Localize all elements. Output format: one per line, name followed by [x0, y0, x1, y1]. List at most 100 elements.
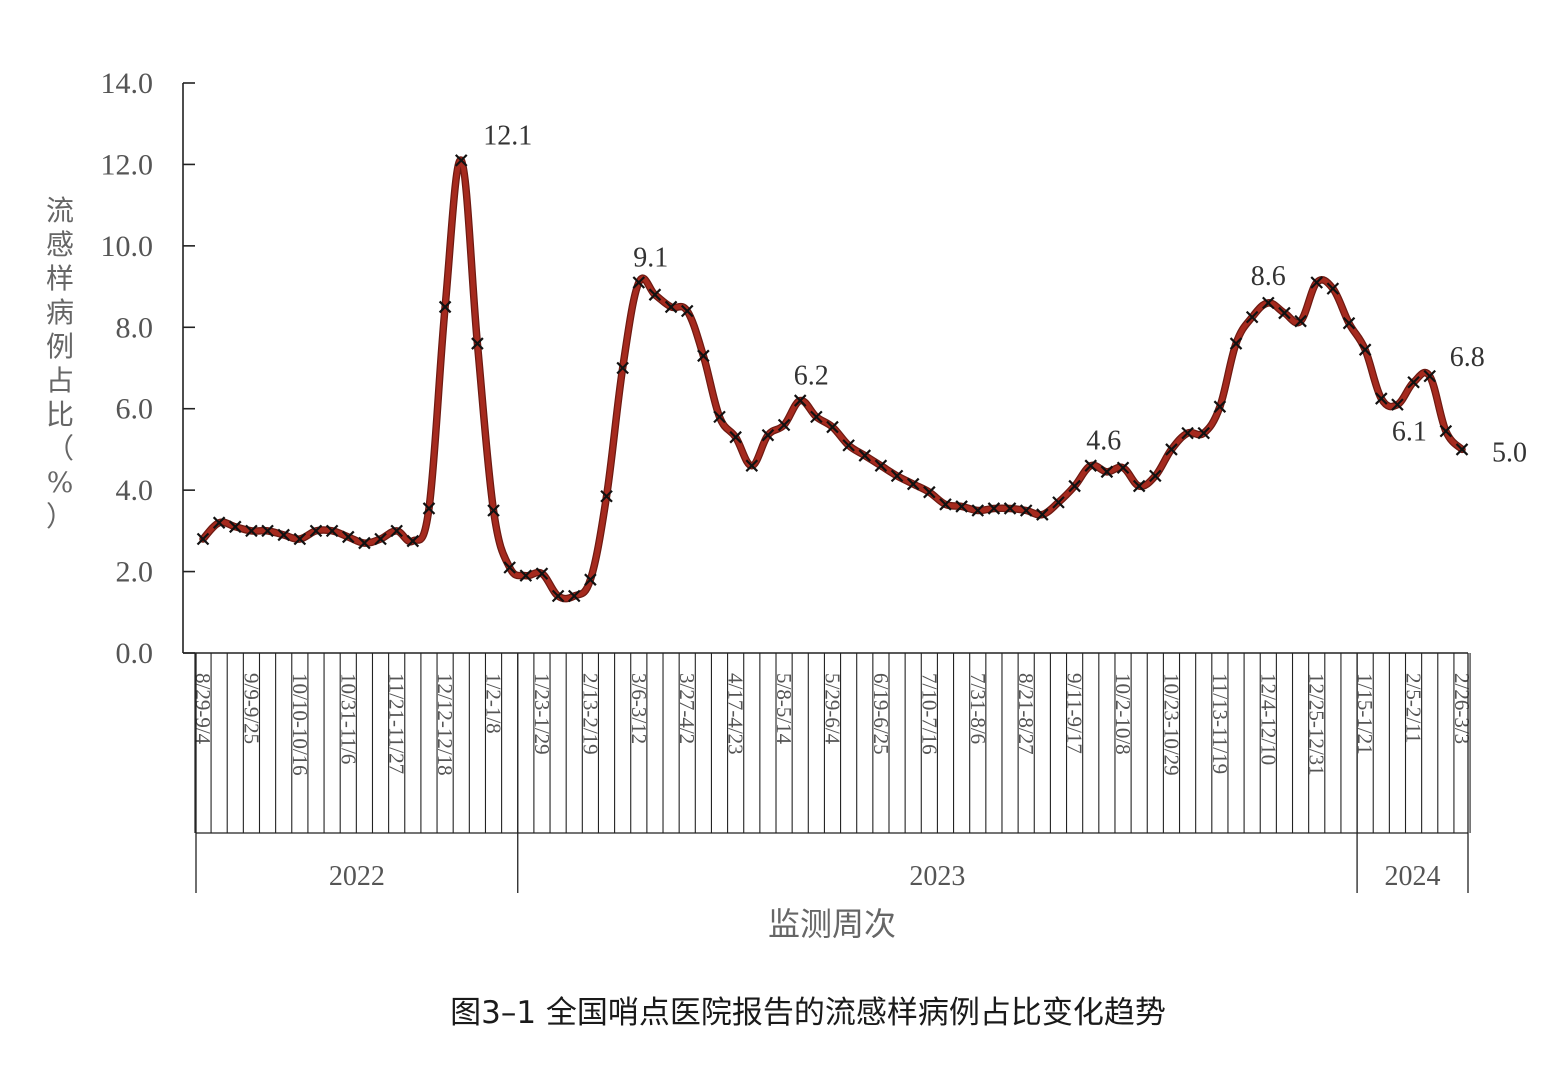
marker-stroke — [810, 410, 823, 424]
marker-stroke — [616, 361, 629, 375]
y-tick-label: 14.0 — [101, 67, 154, 100]
data-point — [987, 502, 1001, 515]
x-tick-label: 10/2-10/8 — [1111, 673, 1135, 755]
data-point — [212, 516, 226, 529]
marker-stroke — [1019, 504, 1033, 517]
data-point — [923, 485, 936, 499]
marker-stroke — [1262, 296, 1275, 310]
x-axis: 8/29-9/4 9/9-9/25 10/10-10/16 10/31-11/6 11/… — [183, 652, 1474, 893]
y-axis-label-char: 例 — [46, 330, 74, 363]
data-point — [1036, 508, 1049, 521]
data-point — [438, 300, 452, 314]
marker-stroke — [1245, 310, 1259, 324]
marker-stroke — [212, 516, 226, 529]
data-label: 6.1 — [1392, 417, 1427, 448]
marker-stroke — [1342, 316, 1356, 330]
data-point — [519, 569, 533, 582]
marker-stroke — [600, 489, 613, 503]
data-point — [1294, 314, 1307, 328]
x-tick-label: 10/10-10/16 — [288, 673, 312, 776]
marker-stroke — [648, 288, 662, 301]
marker-stroke — [971, 504, 985, 517]
marker-stroke — [680, 304, 694, 318]
data-point — [245, 524, 258, 538]
data-point — [1197, 426, 1211, 440]
x-tick-label: 11/21-11/27 — [385, 673, 409, 774]
data-point — [906, 477, 920, 491]
marker-stroke — [325, 524, 339, 538]
data-labels: 12.1 9.1 6.2 4.6 8.6 6.1 6.8 5.0 — [483, 120, 1527, 468]
marker-stroke — [1294, 314, 1307, 328]
marker-stroke — [1003, 502, 1017, 515]
data-point — [1052, 496, 1065, 509]
marker-stroke — [1229, 337, 1243, 350]
marker-stroke — [245, 524, 258, 538]
y-axis-label-char: ） — [46, 500, 74, 533]
marker-stroke — [1181, 426, 1194, 440]
x-tick-label: 2/26-3/3 — [1450, 673, 1474, 744]
x-tick-label: 12/12-12/18 — [433, 673, 457, 776]
x-tick-label: 1/23-1/29 — [530, 673, 554, 755]
marker-stroke — [406, 534, 420, 548]
x-tick-label: 3/6-3/12 — [627, 673, 651, 744]
data-point — [939, 498, 952, 511]
data-point — [1245, 310, 1259, 324]
x-tick-label: 5/29-6/4 — [821, 673, 845, 745]
marker-stroke — [826, 420, 839, 434]
year-label-2024: 2024 — [1385, 861, 1441, 892]
data-label: 6.2 — [794, 361, 829, 392]
data-point — [1326, 282, 1340, 295]
figure-caption: 图3–1 全国哨点医院报告的流感样病例占比变化趋势 — [450, 995, 1166, 1031]
data-point — [1213, 400, 1227, 413]
data-point — [1278, 306, 1291, 320]
y-tick-label: 12.0 — [101, 148, 154, 181]
data-point — [584, 573, 597, 586]
data-point — [1342, 316, 1356, 330]
marker-stroke — [955, 500, 968, 513]
marker-stroke — [1407, 375, 1420, 389]
data-point — [374, 532, 387, 546]
x-tick-label: 11/13-11/19 — [1208, 673, 1232, 774]
x-tick-label: 9/11-9/17 — [1063, 673, 1087, 754]
marker-stroke — [535, 567, 549, 580]
data-point — [309, 524, 323, 538]
data-point — [1455, 443, 1469, 456]
x-tick-label: 6/19-6/25 — [869, 673, 893, 755]
x-tick-label: 1/2-1/8 — [482, 673, 506, 734]
x-tick-label: 8/29-9/4 — [191, 673, 215, 745]
x-tick-label: 9/9-9/25 — [239, 673, 263, 744]
marker-stroke — [858, 449, 872, 462]
marker-stroke — [567, 589, 581, 603]
data-point — [1375, 392, 1388, 405]
marker-stroke — [1132, 479, 1146, 493]
data-point — [567, 589, 581, 603]
x-axis-label: 监测周次 — [768, 905, 896, 943]
data-point — [1165, 443, 1178, 456]
data-point — [325, 524, 339, 538]
data-point — [729, 430, 742, 444]
marker-stroke — [874, 459, 888, 472]
data-point — [1132, 479, 1146, 493]
marker-stroke — [341, 530, 355, 544]
marker-stroke — [1052, 496, 1065, 509]
y-axis-label-char: 病 — [46, 296, 74, 329]
marker-stroke — [1423, 369, 1436, 383]
data-label: 9.1 — [633, 243, 668, 274]
data-label: 5.0 — [1492, 437, 1527, 468]
data-point — [826, 420, 839, 434]
data-point — [1358, 343, 1372, 356]
data-point — [1423, 369, 1436, 383]
data-point — [1229, 337, 1243, 350]
year-label-2023: 2023 — [909, 861, 965, 892]
data-point — [196, 532, 210, 546]
data-point — [277, 528, 290, 542]
marker-stroke — [1197, 426, 1211, 440]
data-point — [454, 154, 468, 167]
data-point — [810, 410, 823, 424]
data-point — [358, 536, 371, 550]
y-axis-label-char: 感 — [46, 228, 74, 261]
marker-stroke — [890, 469, 904, 483]
data-point — [487, 504, 500, 517]
y-axis-label-char: 比 — [46, 398, 74, 431]
